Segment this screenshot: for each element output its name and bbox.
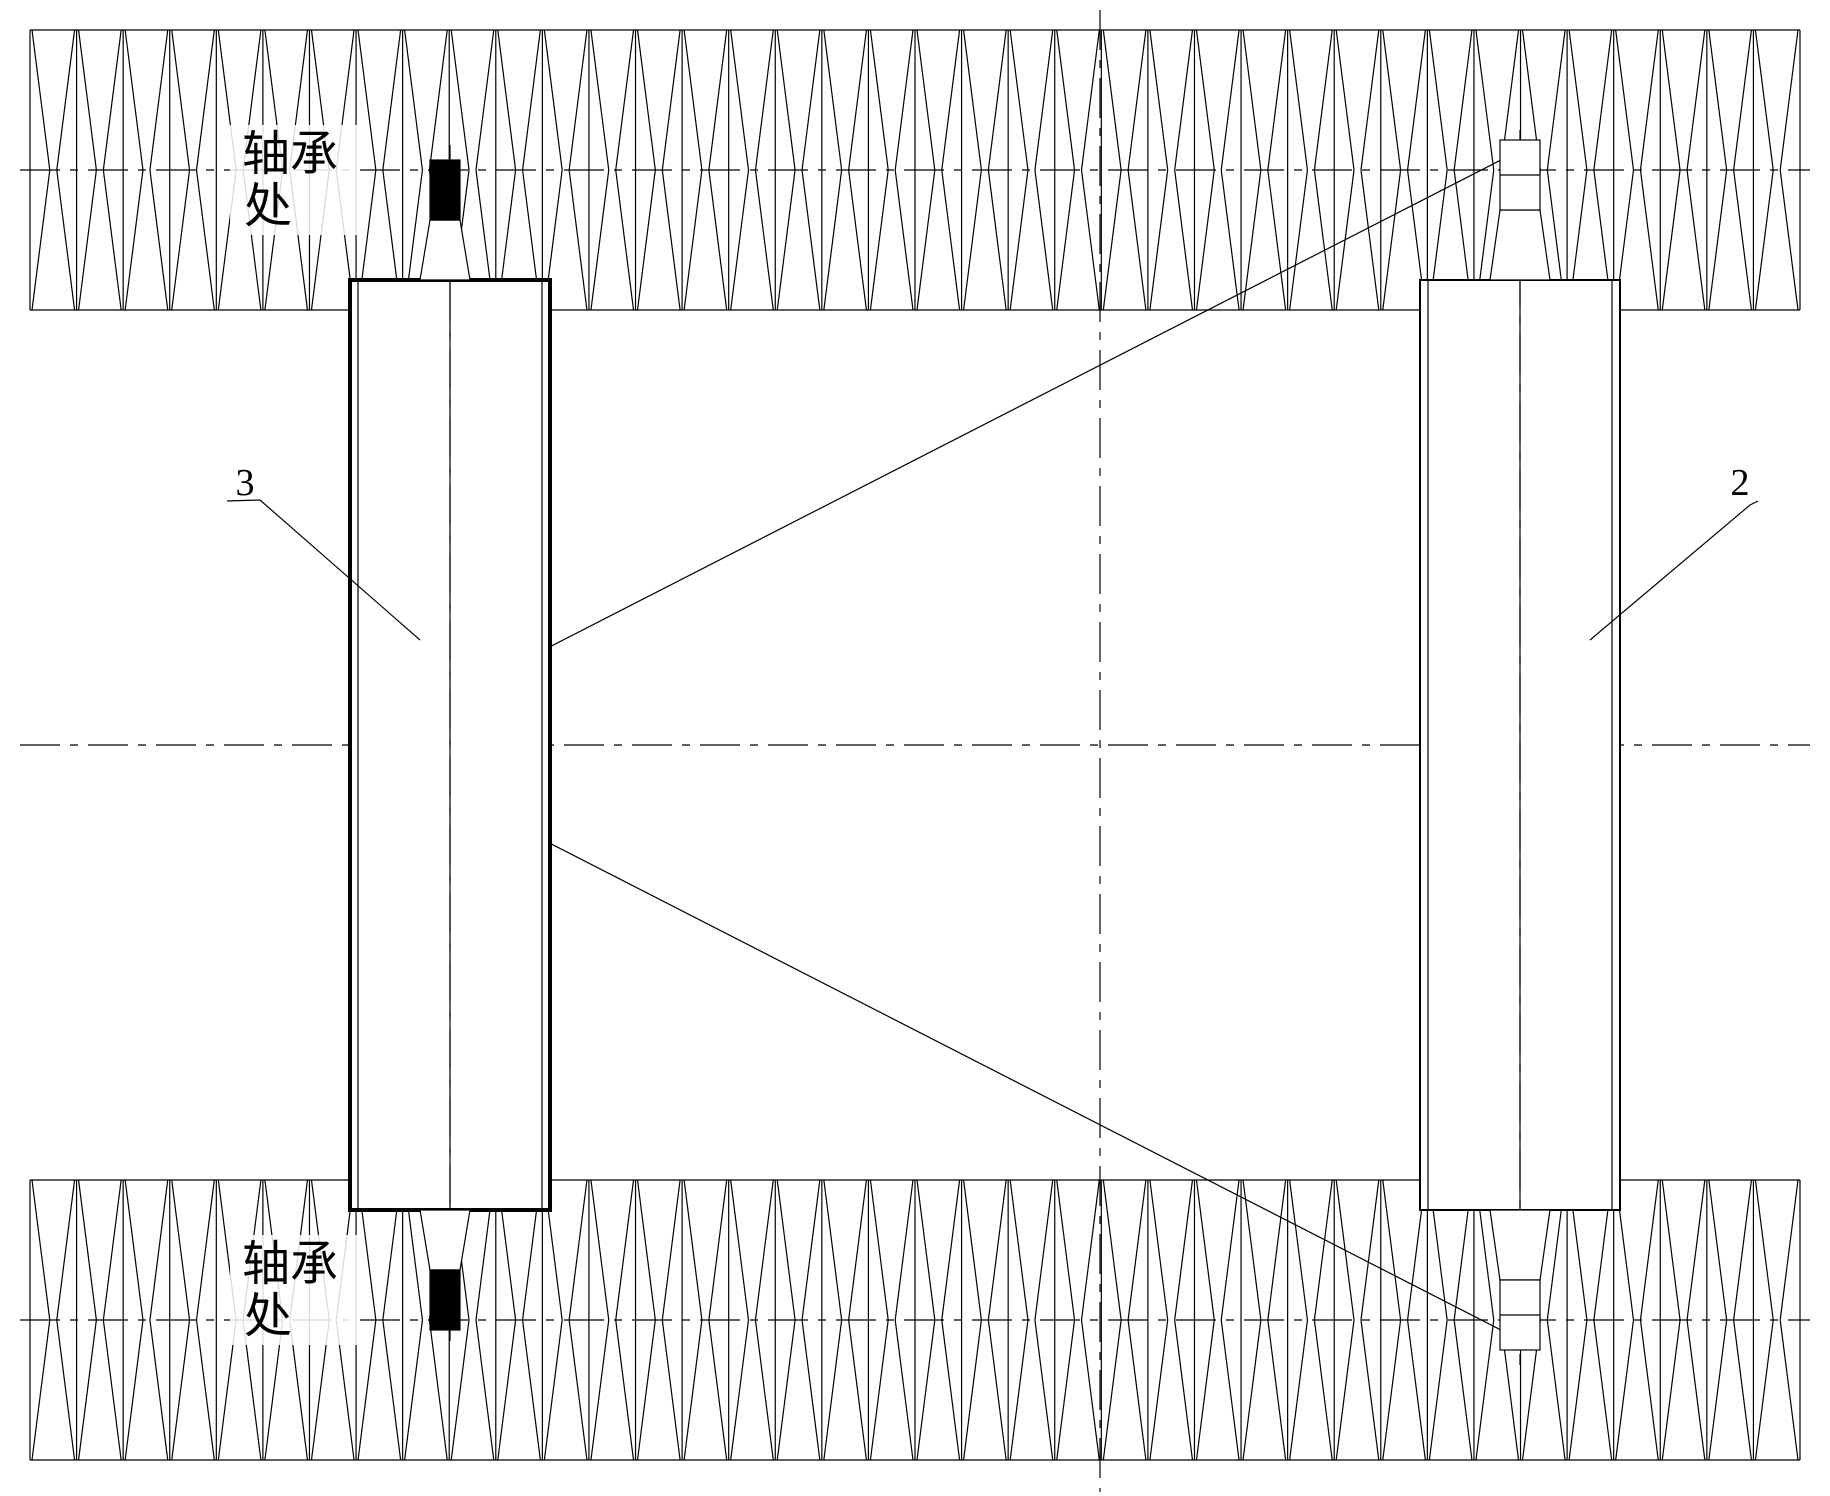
svg-text:处: 处 [244,180,292,233]
callout-3: 3 [236,462,255,504]
engineering-diagram: 32轴承处轴承处 [0,0,1830,1496]
svg-text:轴承: 轴承 [242,128,338,181]
bearing-label-top: 轴承处 [230,125,360,235]
left-cylinder [350,145,550,1350]
svg-text:处: 处 [244,1290,292,1343]
svg-text:轴承: 轴承 [242,1238,338,1291]
right-cylinder [1420,130,1620,1365]
bearing-label-bottom: 轴承处 [230,1235,360,1345]
callout-2: 2 [1731,462,1750,504]
